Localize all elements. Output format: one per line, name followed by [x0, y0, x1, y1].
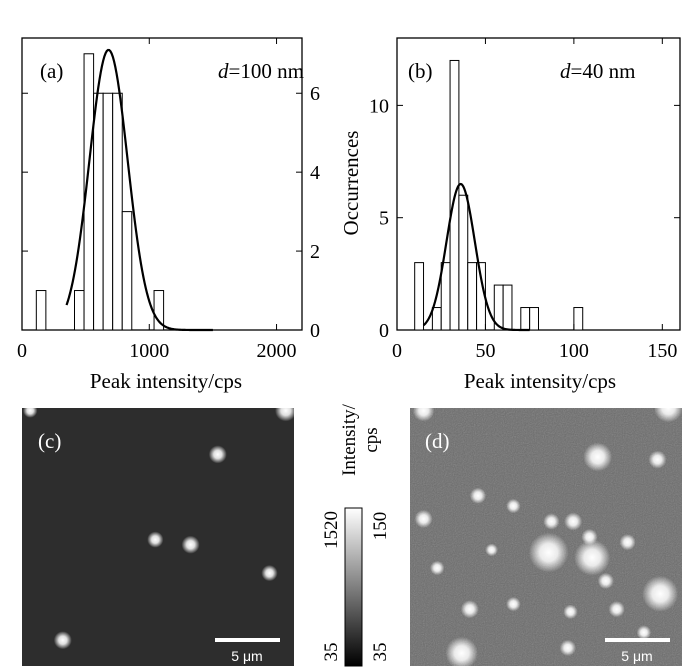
histogram-bar-a-0 — [35, 290, 47, 331]
annotation-b-value: =40 nm — [571, 59, 636, 83]
histogram-bar-b-5 — [467, 262, 478, 331]
fluorescent-spot-d-0 — [654, 393, 683, 423]
annotation-a-value: =100 nm — [229, 59, 304, 83]
x-tick-label-a-1: 1000 — [129, 340, 169, 362]
histogram-panel-b: 0 50 100 150 0 5 10 (b) d=40 nm Peak intensity… — [339, 37, 681, 393]
y-tick-label-b-0: 0 — [379, 320, 389, 342]
fluorescent-spot-d-20 — [559, 639, 576, 657]
colorbar-left-max: 1520 — [321, 511, 342, 549]
y-tick-label-a-2: 4 — [310, 162, 320, 184]
fluorescent-spot-d-4 — [414, 509, 433, 528]
x-tick-label-a-2: 2000 — [257, 340, 297, 362]
scale-bar-d — [605, 638, 670, 642]
fluorescent-spot-d-16 — [506, 596, 521, 612]
colorbar-title: Intensity/ — [339, 403, 360, 475]
x-tick-label-a-0: 0 — [17, 340, 27, 362]
histogram-bar-a-5 — [112, 92, 123, 331]
fluorescent-spot-d-19 — [445, 636, 478, 670]
histogram-panel-a: 0 1000 2000 0 2 4 6 (a) d=100 nm Peak intensit… — [17, 37, 320, 393]
x-tick-label-b-1: 50 — [475, 340, 495, 362]
gaussian-fit-b — [422, 182, 530, 332]
histogram-bar-a-6 — [121, 211, 133, 331]
fluorescent-spot-d-23 — [485, 543, 498, 557]
microscopy-image-c: (c) 5 μm — [22, 399, 297, 666]
histogram-bar-b-2 — [440, 262, 451, 331]
fluorescent-spot-d-6 — [506, 498, 521, 514]
panel-label-d: (d) — [425, 429, 450, 453]
y-tick-label-a-1: 2 — [310, 241, 320, 263]
fluorescent-spot-c-0 — [275, 399, 297, 422]
scale-bar-label-c: 5 μm — [231, 648, 262, 664]
fluorescent-spot-d-21 — [430, 560, 445, 576]
fluorescent-spot-d-7 — [543, 513, 560, 530]
histogram-bar-b-0 — [414, 262, 425, 331]
gaussian-fit-a — [65, 48, 213, 332]
fluorescent-spot-c-2 — [147, 531, 164, 548]
panel-label-b: (b) — [408, 59, 433, 83]
fluorescent-spot-d-18 — [608, 601, 625, 618]
fluorescent-spot-d-3 — [648, 450, 667, 469]
fluorescent-spot-d-11 — [574, 539, 611, 576]
fluorescent-spot-d-2 — [583, 442, 613, 472]
colorbar: Intensity/ cps 1520 35 150 35 — [321, 403, 391, 667]
histogram-bar-b-4 — [458, 194, 469, 331]
fluorescent-spot-d-17 — [563, 604, 578, 619]
x-tick-label-b-0: 0 — [392, 340, 402, 362]
colorbar-unit: cps — [361, 427, 382, 452]
fluorescent-spot-d-12 — [619, 534, 636, 551]
annotation-b: d=40 nm — [560, 59, 635, 83]
scale-bar-c — [215, 638, 280, 642]
annotation-a: d=100 nm — [218, 59, 304, 83]
fluorescent-spot-d-22 — [636, 625, 652, 640]
histogram-bar-b-1 — [431, 307, 442, 331]
annotation-a-symbol: d — [218, 59, 229, 83]
fluorescent-spot-d-15 — [460, 600, 479, 619]
x-axis-label-b: Peak intensity/cps — [464, 369, 616, 393]
x-tick-label-b-3: 150 — [647, 340, 677, 362]
fluorescent-spot-c-4 — [261, 565, 278, 582]
histogram-bar-a-3 — [93, 92, 104, 331]
x-axis-label-a: Peak intensity/cps — [90, 369, 242, 393]
y-tick-label-a-3: 6 — [310, 83, 320, 105]
fluorescent-spot-c-6 — [23, 403, 38, 418]
histogram-bar-b-10 — [529, 307, 539, 331]
y-tick-label-b-2: 10 — [369, 95, 389, 117]
microscopy-image-d: (d) 5 μm — [410, 393, 683, 670]
panel-label-c: (c) — [38, 429, 61, 453]
scale-bar-label-d: 5 μm — [621, 648, 652, 664]
fluorescent-spot-c-3 — [181, 535, 200, 554]
colorbar-left-min: 35 — [321, 643, 342, 662]
colorbar-right-max: 150 — [370, 512, 391, 541]
colorbar-gradient — [344, 507, 363, 667]
fluorescent-spot-c-1 — [208, 445, 227, 464]
histogram-bar-a-1 — [74, 290, 85, 331]
fluorescent-spot-d-10 — [528, 532, 569, 573]
colorbar-right-min: 35 — [370, 643, 391, 662]
histogram-bar-b-8 — [502, 284, 513, 331]
fluorescent-spot-d-5 — [469, 487, 487, 504]
annotation-b-symbol: d — [560, 59, 571, 83]
x-tick-label-b-2: 100 — [559, 340, 589, 362]
histogram-bar-a-4 — [102, 92, 114, 331]
fluorescent-spot-c-5 — [53, 631, 72, 650]
fluorescent-spot-d-8 — [564, 512, 583, 531]
y-tick-label-b-1: 5 — [379, 208, 389, 230]
panel-label-a: (a) — [40, 59, 63, 83]
fluorescent-spot-d-1 — [412, 399, 435, 422]
histogram-bar-a-7 — [153, 290, 165, 331]
histogram-bar-b-11 — [573, 307, 584, 331]
y-tick-label-a-0: 0 — [310, 320, 320, 342]
y-axis-label-b: Occurrences — [339, 131, 363, 236]
histogram-bar-b-9 — [520, 307, 531, 331]
fluorescent-spot-d-14 — [642, 575, 679, 612]
fluorescent-spot-d-13 — [597, 572, 614, 590]
